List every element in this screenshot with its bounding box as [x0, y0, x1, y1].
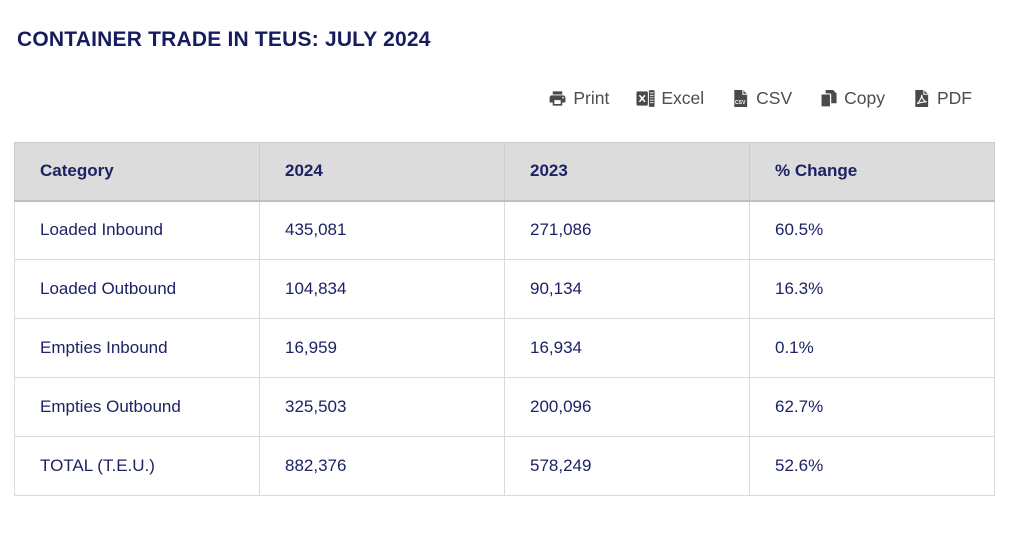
cell-category: Empties Inbound [14, 318, 260, 378]
cell-pct-change: 52.6% [749, 436, 995, 496]
cell-2023: 578,249 [504, 436, 750, 496]
pdf-icon [912, 89, 931, 108]
copy-button[interactable]: Copy [819, 88, 885, 109]
copy-button-label: Copy [844, 88, 885, 108]
container-trade-table-wrap: Category 2024 2023 % Change Loaded Inbou… [14, 142, 995, 496]
cell-pct-change: 60.5% [749, 200, 995, 260]
page-title: CONTAINER TRADE IN TEUS: JULY 2024 [17, 28, 431, 51]
cell-2023: 16,934 [504, 318, 750, 378]
table-row: Empties Outbound 325,503 200,096 62.7% [14, 377, 995, 437]
cell-2024: 16,959 [259, 318, 505, 378]
print-button-label: Print [573, 88, 610, 108]
cell-2023: 90,134 [504, 259, 750, 319]
export-toolbar: Print Excel CSV CSV [0, 88, 972, 109]
cell-2023: 200,096 [504, 377, 750, 437]
csv-button-label: CSV [756, 88, 793, 108]
excel-button[interactable]: Excel [636, 88, 704, 109]
column-header-category: Category [14, 142, 260, 202]
excel-icon [636, 89, 655, 108]
csv-button[interactable]: CSV CSV [731, 88, 792, 109]
cell-category: Loaded Inbound [14, 200, 260, 260]
column-header-2023: 2023 [504, 142, 750, 202]
column-header-2024: 2024 [259, 142, 505, 202]
table-row: Loaded Inbound 435,081 271,086 60.5% [14, 200, 995, 260]
cell-category: Empties Outbound [14, 377, 260, 437]
print-button[interactable]: Print [548, 88, 609, 109]
print-icon [548, 89, 567, 108]
cell-2024: 435,081 [259, 200, 505, 260]
cell-2024: 882,376 [259, 436, 505, 496]
column-header-pct-change: % Change [749, 142, 995, 202]
csv-icon: CSV [731, 89, 750, 108]
cell-category: Loaded Outbound [14, 259, 260, 319]
table-row: Empties Inbound 16,959 16,934 0.1% [14, 318, 995, 378]
cell-2023: 271,086 [504, 200, 750, 260]
table-header-row: Category 2024 2023 % Change [14, 142, 995, 202]
svg-text:CSV: CSV [735, 100, 746, 106]
pdf-button-label: PDF [937, 88, 972, 108]
cell-2024: 104,834 [259, 259, 505, 319]
table-row-total: TOTAL (T.E.U.) 882,376 578,249 52.6% [14, 436, 995, 496]
excel-button-label: Excel [661, 88, 705, 108]
table-row: Loaded Outbound 104,834 90,134 16.3% [14, 259, 995, 319]
pdf-button[interactable]: PDF [912, 88, 972, 109]
cell-pct-change: 62.7% [749, 377, 995, 437]
container-trade-table: Category 2024 2023 % Change Loaded Inbou… [14, 142, 995, 496]
cell-pct-change: 0.1% [749, 318, 995, 378]
cell-category: TOTAL (T.E.U.) [14, 436, 260, 496]
cell-pct-change: 16.3% [749, 259, 995, 319]
copy-icon [819, 89, 838, 108]
cell-2024: 325,503 [259, 377, 505, 437]
